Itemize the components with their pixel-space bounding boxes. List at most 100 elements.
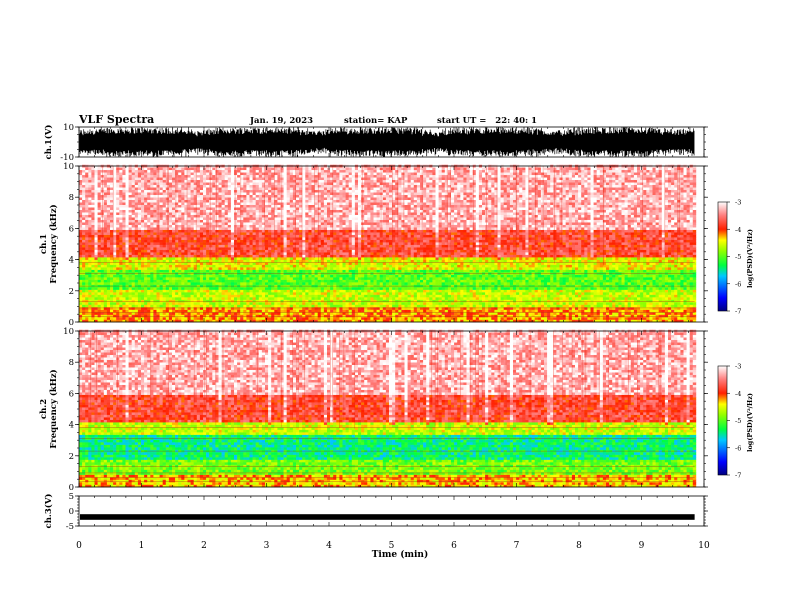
spectrogram-cell bbox=[153, 307, 156, 310]
spectrogram-cell bbox=[88, 180, 91, 183]
spectrogram-cell bbox=[104, 257, 107, 260]
spectrogram-cell bbox=[163, 280, 166, 283]
spectrogram-cell bbox=[82, 195, 85, 198]
spectrogram-cell bbox=[203, 232, 206, 235]
spectrogram-cell bbox=[116, 175, 119, 178]
spectrogram-cell bbox=[188, 242, 191, 245]
spectrogram-cell bbox=[141, 302, 144, 305]
spectrogram-cell bbox=[163, 237, 166, 240]
spectrogram-cell bbox=[104, 277, 107, 280]
spectrogram-cell bbox=[197, 222, 200, 225]
spectrogram-cell bbox=[82, 230, 85, 233]
spectrogram-cell bbox=[98, 172, 101, 175]
spectrogram-cell bbox=[206, 237, 209, 240]
spectrogram-cell bbox=[107, 237, 110, 240]
spectrogram-cell bbox=[132, 260, 135, 263]
spectrogram-cell bbox=[166, 305, 169, 308]
spectrogram-cell bbox=[203, 280, 206, 283]
spectrogram-cell bbox=[135, 190, 138, 193]
spectrogram-cell bbox=[144, 250, 147, 253]
spectrogram-cell bbox=[79, 205, 82, 208]
spectrogram-cell bbox=[169, 275, 172, 278]
spectrogram-cell bbox=[126, 260, 129, 263]
spectrogram-cell bbox=[209, 200, 212, 203]
spectrogram-cell bbox=[132, 205, 135, 208]
spectrogram-cell bbox=[188, 305, 191, 308]
spectrogram-cell bbox=[104, 215, 107, 218]
spectrogram-cell bbox=[119, 175, 122, 178]
spectrogram-cell bbox=[160, 257, 163, 260]
spectrogram-cell bbox=[79, 267, 82, 270]
spectrogram-cell bbox=[203, 220, 206, 223]
spectrogram-cell bbox=[197, 172, 200, 175]
spectrogram-cell bbox=[119, 172, 122, 175]
spectrogram-cell bbox=[197, 270, 200, 273]
spectrogram-cell bbox=[147, 197, 150, 200]
spectrogram-cell bbox=[101, 280, 104, 283]
spectrogram-cell bbox=[104, 190, 107, 193]
spectrogram-cell bbox=[79, 275, 82, 278]
spectrogram-cell bbox=[172, 265, 175, 268]
spectrogram-cell bbox=[138, 222, 141, 225]
spectrogram-cell bbox=[88, 305, 91, 308]
spectrogram-cell bbox=[147, 182, 150, 185]
spectrogram-cell bbox=[197, 227, 200, 230]
spectrogram-cell bbox=[119, 207, 122, 210]
spectrogram-cell bbox=[79, 280, 82, 283]
spectrogram-cell bbox=[122, 305, 125, 308]
spectrogram-cell bbox=[85, 207, 88, 210]
spectrogram-cell bbox=[178, 305, 181, 308]
spectrogram-cell bbox=[110, 305, 113, 308]
spectrogram-cell bbox=[104, 267, 107, 270]
spectrogram-cell bbox=[129, 207, 132, 210]
spectrogram-cell bbox=[191, 265, 194, 268]
spectrogram-cell bbox=[138, 210, 141, 213]
spectrogram-cell bbox=[203, 317, 206, 320]
spectrogram-cell bbox=[138, 180, 141, 183]
spectrogram-cell bbox=[104, 242, 107, 245]
spectrogram-cell bbox=[98, 302, 101, 305]
spectrogram-cell bbox=[181, 250, 184, 253]
spectrogram-cell bbox=[129, 220, 132, 223]
spectrogram-cell bbox=[153, 210, 156, 213]
spectrogram-cell bbox=[95, 170, 98, 173]
spectrogram-cell bbox=[98, 180, 101, 183]
spectrogram-cell bbox=[135, 187, 138, 190]
spectrogram-cell bbox=[175, 255, 178, 258]
spectrogram-cell bbox=[200, 260, 203, 263]
spectrogram-cell bbox=[107, 310, 110, 313]
spectrogram-cell bbox=[188, 167, 191, 170]
spectrogram-cell bbox=[206, 307, 209, 310]
spectrogram-cell bbox=[169, 277, 172, 280]
spectrogram-cell bbox=[91, 167, 94, 170]
spectrogram-cell bbox=[166, 280, 169, 283]
spectrogram-cell bbox=[153, 170, 156, 173]
spectrogram-cell bbox=[122, 277, 125, 280]
spectrogram-cell bbox=[150, 292, 153, 295]
spectrogram-cell bbox=[194, 317, 197, 320]
spectrogram-cell bbox=[95, 172, 98, 175]
spectrogram-cell bbox=[88, 297, 91, 300]
spectrogram-cell bbox=[98, 232, 101, 235]
spectrogram-cell bbox=[160, 207, 163, 210]
spectrogram-cell bbox=[169, 260, 172, 263]
spectrogram-cell bbox=[153, 230, 156, 233]
spectrogram-cell bbox=[163, 177, 166, 180]
spectrogram-cell bbox=[203, 185, 206, 188]
spectrogram-cell bbox=[104, 237, 107, 240]
spectrogram-cell bbox=[191, 227, 194, 230]
spectrogram-cell bbox=[160, 220, 163, 223]
spectrogram-cell bbox=[119, 240, 122, 243]
spectrogram-cell bbox=[169, 187, 172, 190]
spectrogram-cell bbox=[119, 225, 122, 228]
spectrogram-cell bbox=[191, 287, 194, 290]
spectrogram-cell bbox=[91, 215, 94, 218]
spectrogram-cell bbox=[206, 222, 209, 225]
spectrogram-cell bbox=[126, 227, 129, 230]
spectrogram-cell bbox=[98, 270, 101, 273]
spectrogram-cell bbox=[132, 295, 135, 298]
spectrogram-cell bbox=[95, 185, 98, 188]
spectrogram-cell bbox=[147, 250, 150, 253]
spectrogram-cell bbox=[88, 280, 91, 283]
spectrogram-cell bbox=[209, 220, 212, 223]
